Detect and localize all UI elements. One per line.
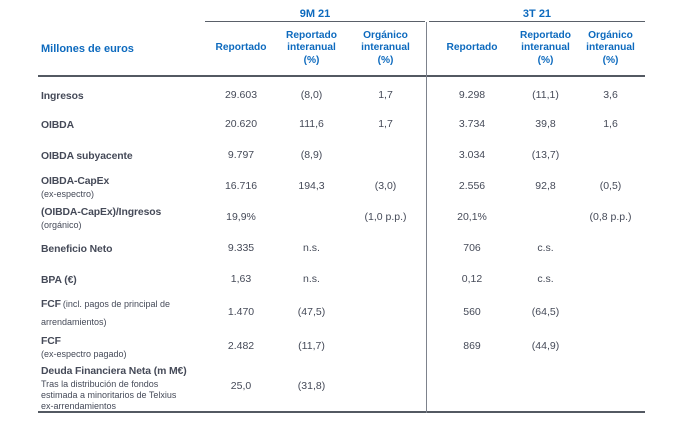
value-cell: 92,8 bbox=[535, 179, 556, 192]
column-header-row: Millones de euros Reportado Reportado in… bbox=[38, 22, 645, 77]
value-cell: 3,6 bbox=[603, 89, 618, 101]
value-cell: 19,9% bbox=[226, 210, 256, 223]
row-label: Deuda Financiera Neta (m M€) bbox=[41, 366, 187, 377]
value-cell: 1,7 bbox=[378, 117, 393, 130]
value-cell: 3.734 bbox=[458, 117, 486, 130]
col-header-3t-reportado: Reportado bbox=[446, 42, 498, 54]
value-cell: 9.797 bbox=[227, 148, 255, 161]
table-row-oibda-subyacente: OIBDA subyacente 9.797 (8,9) 3.034 (13,7… bbox=[38, 139, 645, 170]
unit-label: Millones de euros bbox=[41, 42, 134, 55]
row-label: OIBDA subyacente bbox=[41, 150, 133, 162]
value-cell: 706 bbox=[463, 241, 481, 254]
value-cell: 1,63 bbox=[230, 272, 252, 285]
group-header-9m21: 9M 21 bbox=[205, 5, 425, 22]
row-sublabel: (orgánico) bbox=[41, 220, 82, 231]
value-cell: 39,8 bbox=[535, 117, 556, 130]
table-row-oibda-capex: OIBDA-CapEx (ex-espectro) 16.716 194,3 (… bbox=[38, 170, 645, 201]
row-label: (OIBDA-CapEx)/Ingresos bbox=[41, 207, 162, 219]
table-row-bpa: BPA (€) 1,63 n.s. 0,12 c.s. bbox=[38, 263, 645, 294]
col-header-3t-reportado-interanual: Reportado interanual (%) bbox=[520, 30, 571, 66]
value-cell: 9.298 bbox=[458, 89, 486, 101]
group-header-3t21: 3T 21 bbox=[429, 5, 645, 22]
value-cell: (13,7) bbox=[531, 148, 560, 161]
value-cell: 1,6 bbox=[603, 117, 618, 130]
value-cell: (0,8 p.p.) bbox=[589, 210, 632, 223]
value-cell: (0,5) bbox=[599, 179, 622, 192]
value-cell: (11,1) bbox=[532, 89, 559, 101]
value-cell: 20.620 bbox=[224, 117, 258, 130]
col-header-9m-organico-interanual: Orgánico interanual (%) bbox=[361, 30, 410, 66]
table-row-deuda-financiera-neta: Deuda Financiera Neta (m M€) Tras la dis… bbox=[38, 361, 645, 414]
value-cell: c.s. bbox=[537, 272, 554, 285]
value-cell: (31,8) bbox=[297, 380, 326, 393]
col-header-9m-reportado-interanual: Reportado interanual (%) bbox=[286, 30, 337, 66]
col-header-9m-reportado: Reportado bbox=[215, 42, 267, 54]
value-cell: 3.034 bbox=[458, 148, 486, 161]
row-label: FCF bbox=[41, 336, 61, 348]
value-cell: 25,0 bbox=[230, 380, 252, 393]
value-cell: 194,3 bbox=[298, 179, 325, 192]
section-divider-line bbox=[426, 22, 427, 413]
value-cell: 560 bbox=[463, 306, 481, 318]
value-cell: 9.335 bbox=[227, 241, 255, 254]
value-cell: 0,12 bbox=[461, 272, 483, 285]
value-cell: (3,0) bbox=[374, 179, 397, 192]
value-cell: 29.603 bbox=[224, 89, 258, 101]
value-cell: (8,9) bbox=[300, 148, 323, 161]
row-label: OIBDA-CapEx bbox=[41, 176, 110, 188]
value-cell: n.s. bbox=[303, 272, 320, 285]
value-cell: 111,6 bbox=[299, 117, 324, 130]
value-cell: 869 bbox=[463, 339, 481, 352]
col-header-3t-organico-interanual: Orgánico interanual (%) bbox=[586, 30, 635, 66]
table-row-fcf-ex-espectro: FCF (ex-espectro pagado) 2.482 (11,7) 86… bbox=[38, 330, 645, 361]
table-row-beneficio-neto: Beneficio Neto 9.335 n.s. 706 c.s. bbox=[38, 232, 645, 263]
value-cell: n.s. bbox=[303, 241, 320, 254]
value-cell: (11,7) bbox=[298, 339, 325, 352]
row-label: Beneficio Neto bbox=[41, 243, 113, 255]
row-label: BPA (€) bbox=[41, 274, 77, 286]
row-label-suffix: (incl. pagos de principal de arrendamien… bbox=[41, 299, 170, 327]
financial-results-table: 9M 21 3T 21 Millones de euros Reportado … bbox=[38, 5, 645, 414]
row-sublabel: Tras la distribución de fondos estimada … bbox=[41, 379, 177, 411]
row-label: FCF bbox=[41, 299, 61, 310]
value-cell: c.s. bbox=[537, 241, 554, 254]
value-cell: (8,0) bbox=[300, 89, 323, 101]
value-cell: (64,5) bbox=[531, 306, 560, 318]
table-row-fcf-incl-arrendamientos: FCF (incl. pagos de principal de arrendam… bbox=[38, 294, 645, 330]
value-cell: 16.716 bbox=[224, 179, 258, 192]
value-cell: 2.482 bbox=[227, 339, 255, 352]
row-sublabel: (ex-espectro) bbox=[41, 189, 95, 200]
value-cell: 1.470 bbox=[227, 306, 255, 318]
value-cell: 2.556 bbox=[458, 179, 486, 192]
value-cell: 20,1% bbox=[457, 210, 487, 223]
value-cell: (44,9) bbox=[531, 339, 560, 352]
value-cell: (1,0 p.p.) bbox=[364, 210, 407, 223]
row-label: Ingresos bbox=[41, 91, 84, 102]
table-row-ingresos: Ingresos 29.603 (8,0) 1,7 9.298 (11,1) 3… bbox=[38, 77, 645, 108]
table-row-oibda-capex-ingresos: (OIBDA-CapEx)/Ingresos (orgánico) 19,9% … bbox=[38, 201, 645, 232]
table-row-oibda: OIBDA 20.620 111,6 1,7 3.734 39,8 1,6 bbox=[38, 108, 645, 139]
value-cell: (47,5) bbox=[297, 306, 326, 318]
value-cell: 1,7 bbox=[378, 89, 393, 101]
row-sublabel: (ex-espectro pagado) bbox=[41, 349, 127, 360]
row-label: OIBDA bbox=[41, 119, 74, 131]
period-group-row: 9M 21 3T 21 bbox=[38, 5, 645, 22]
